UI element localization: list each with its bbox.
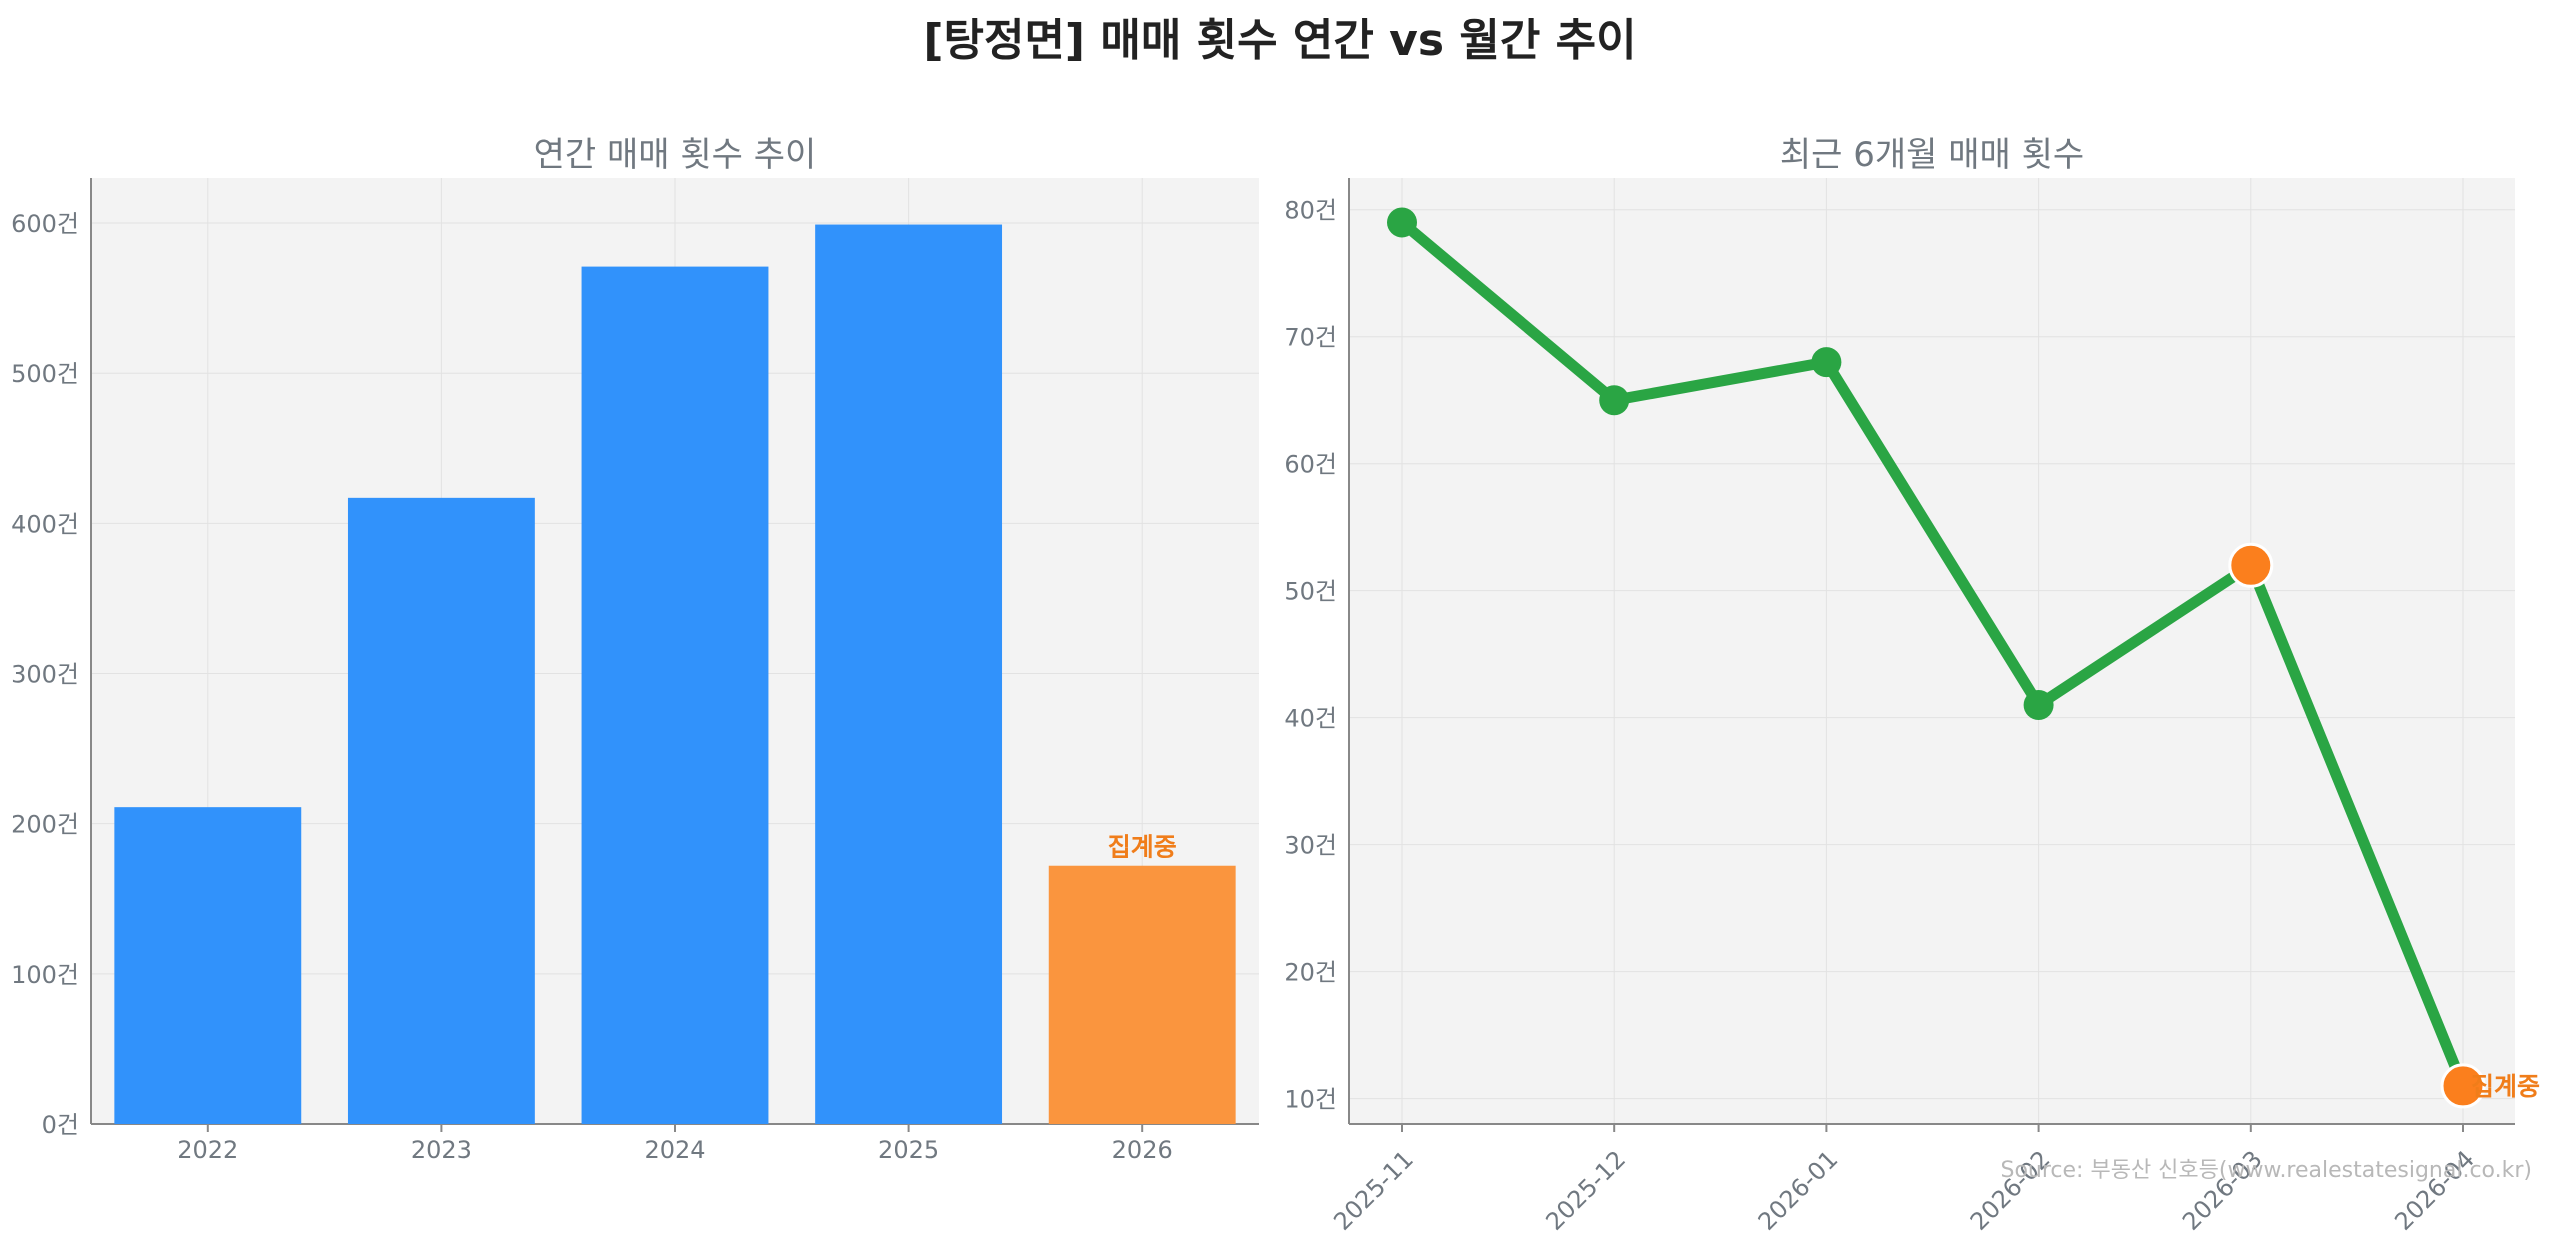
bar-2026 <box>1048 865 1236 1124</box>
point-2025-12 <box>1599 385 1630 416</box>
y-tick-label: 400건 <box>11 510 79 538</box>
partial-data-label: 집계중 <box>2471 1072 2540 1101</box>
y-tick-label: 0건 <box>42 1111 79 1139</box>
x-tick-label: 2025 <box>878 1136 939 1164</box>
bar-2024 <box>581 266 769 1125</box>
bar-2025 <box>815 224 1003 1125</box>
bar-2023 <box>347 497 535 1124</box>
y-tick-label: 200건 <box>11 811 79 839</box>
y-tick-label: 300건 <box>11 661 79 689</box>
y-tick-label: 10건 <box>1284 1086 1337 1114</box>
y-tick-label: 60건 <box>1284 451 1337 479</box>
series-line <box>1396 216 2469 1092</box>
point-2026-04 <box>2440 1063 2486 1109</box>
plot-title: 최근 6개월 매매 횟수 <box>1780 135 2084 175</box>
y-tick-label: 30건 <box>1284 832 1337 860</box>
partial-data-label: 집계중 <box>1108 833 1177 862</box>
y-tick-label: 500건 <box>11 360 79 388</box>
y-tick-label: 100건 <box>11 961 79 989</box>
plot-title: 연간 매매 횟수 추이 <box>534 135 817 175</box>
point-2026-03 <box>2228 542 2274 588</box>
main-title: [탕정면] 매매 횟수 연간 vs 월간 추이 <box>923 15 1637 66</box>
bar-2022 <box>114 807 302 1124</box>
x-tick-label: 2026 <box>1112 1136 1173 1164</box>
y-tick-label: 40건 <box>1284 705 1337 733</box>
x-tick-label: 2024 <box>644 1136 705 1164</box>
x-tick-label: 2023 <box>411 1136 472 1164</box>
y-tick-label: 600건 <box>11 210 79 238</box>
x-tick-label: 2022 <box>177 1136 238 1164</box>
point-2026-02 <box>2023 689 2054 720</box>
x-tick-label: 2025-11 <box>1328 1145 1419 1235</box>
point-2026-01 <box>1811 347 1842 378</box>
source-note: Source: 부동산 신호등(www.realestatesignal.co.… <box>2000 1158 2533 1183</box>
y-tick-label: 80건 <box>1284 197 1337 225</box>
y-tick-label: 70건 <box>1284 324 1337 352</box>
x-tick-label: 2026-01 <box>1753 1145 1844 1235</box>
x-tick-label: 2025-12 <box>1540 1145 1631 1235</box>
y-tick-label: 20건 <box>1284 959 1337 987</box>
monthly-line-chart: 10건 20건 30건 40건 50건 60건 70건 80건 2025-11 2025-12 20… <box>1284 135 2540 1235</box>
y-tick-label: 50건 <box>1284 578 1337 606</box>
point-2025-11 <box>1387 207 1417 238</box>
annual-bar-chart: 0건 100건 200건 300건 400건 500건 600건 2022 2023 2024 20… <box>11 135 1259 1164</box>
